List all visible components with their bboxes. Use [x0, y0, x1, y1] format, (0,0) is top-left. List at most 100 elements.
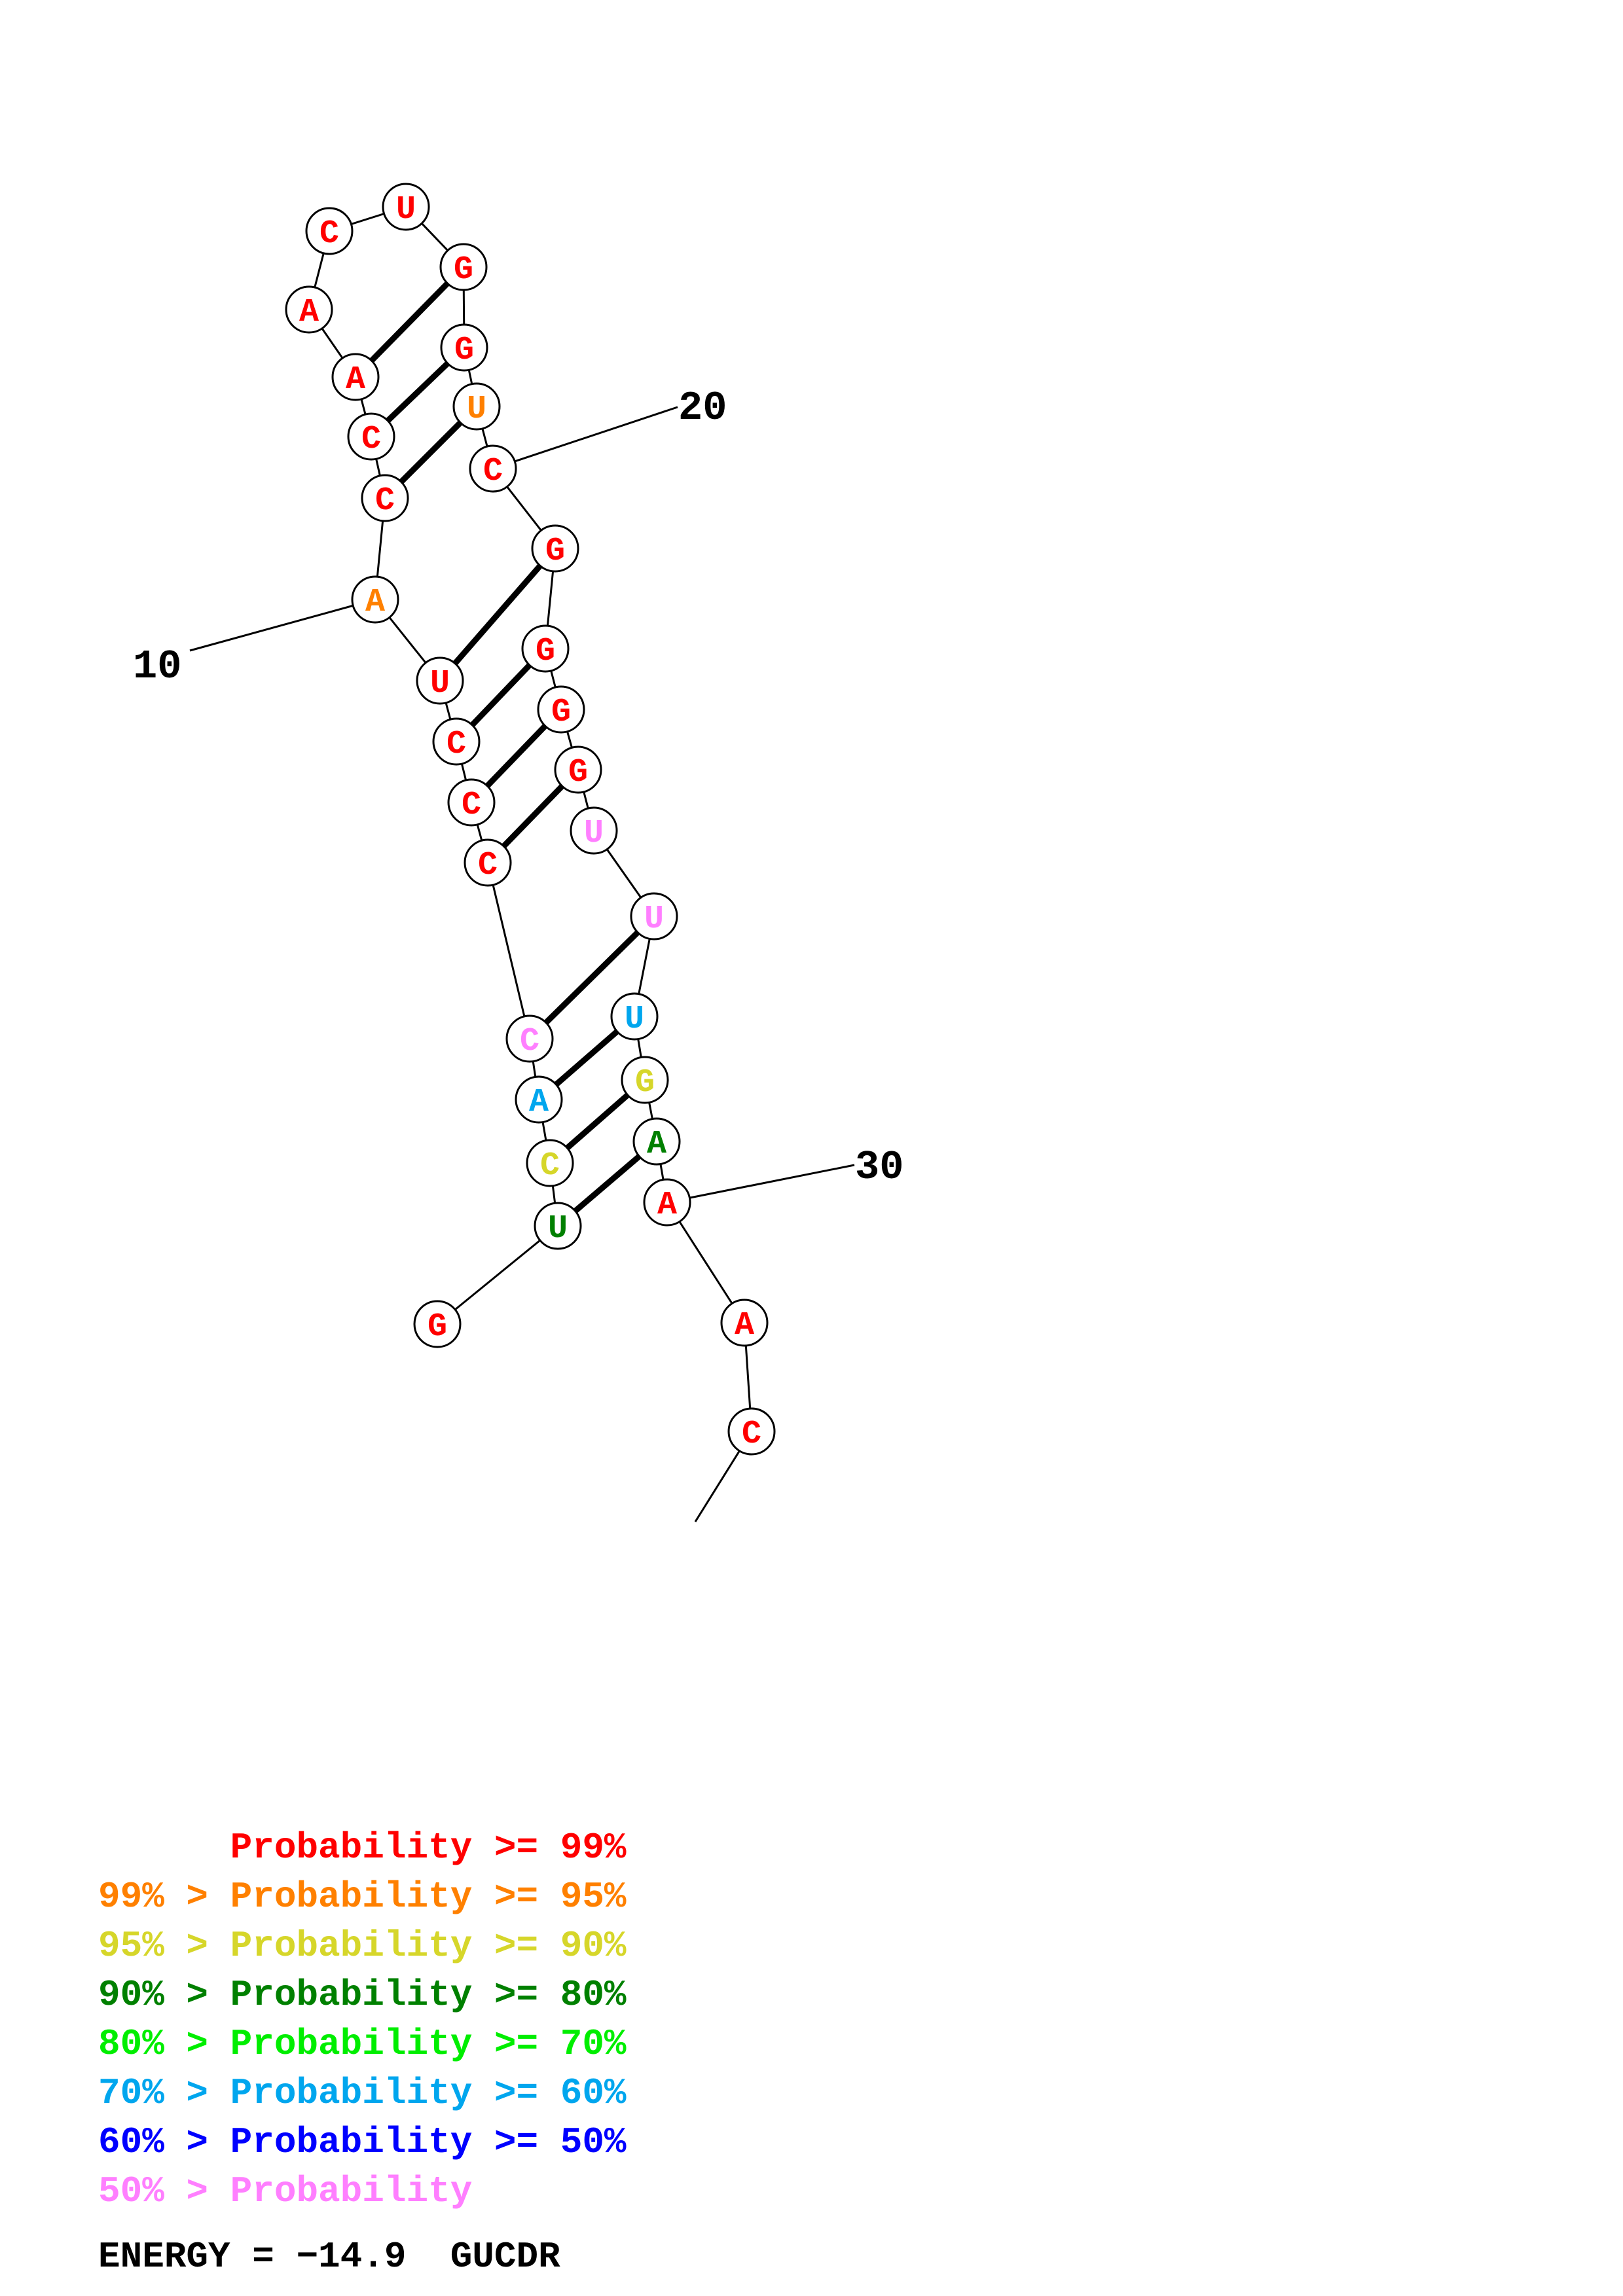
- nucleotide-circle: [464, 838, 512, 887]
- nucleotide-1: G: [413, 1300, 462, 1348]
- nucleotide-circle: [526, 1139, 574, 1187]
- position-tick-20: [492, 406, 678, 470]
- nucleotide-circle: [351, 575, 399, 624]
- nucleotide-letter: A: [299, 294, 319, 331]
- nucleotide-circle: [440, 323, 488, 372]
- nucleotide-letter: U: [396, 191, 416, 228]
- legend-entry-50-60: 60% > Probability >= 50%: [98, 2121, 627, 2163]
- nucleotide-15: C: [305, 207, 354, 255]
- nucleotide-circle: [452, 382, 501, 431]
- nucleotide-letter: U: [430, 665, 450, 702]
- nucleotide-letter: G: [454, 251, 473, 289]
- nucleotide-25: U: [570, 806, 618, 855]
- nucleotide-circle: [361, 474, 409, 522]
- nucleotide-circle: [331, 353, 380, 401]
- nucleotide-circle: [554, 745, 602, 794]
- nucleotide-20: C: [469, 444, 517, 493]
- nucleotide-letter: G: [551, 694, 571, 731]
- nucleotide-letter: G: [454, 332, 474, 369]
- nucleotide-circle: [521, 624, 570, 673]
- nucleotide-circle: [643, 1178, 691, 1227]
- nucleotide-7: C: [447, 778, 496, 827]
- legend-entry-lt50: 50% > Probability: [98, 2170, 473, 2212]
- nucleotide-21: G: [531, 524, 579, 573]
- nucleotide-circle: [537, 685, 585, 734]
- nucleotide-circle: [305, 207, 354, 255]
- nucleotide-4: A: [515, 1075, 563, 1124]
- nucleotide-13: A: [331, 353, 380, 401]
- nucleotide-circle: [416, 656, 464, 705]
- nucleotide-26: U: [630, 892, 678, 941]
- nucleotide-9: U: [416, 656, 464, 705]
- nucleotide-circle: [531, 524, 579, 573]
- position-tick-10: [189, 598, 376, 652]
- energy-value: ENERGY = −14.9 GUCDR: [98, 2236, 560, 2278]
- legend-entry-95-99: 99% > Probability >= 95%: [98, 1876, 627, 1918]
- nucleotide-8: C: [432, 717, 481, 766]
- nucleotide-circle: [621, 1056, 669, 1104]
- nucleotide-circle: [347, 412, 395, 461]
- nucleotide-16: U: [382, 183, 430, 231]
- nucleotide-24: G: [554, 745, 602, 794]
- nucleotide-letter: A: [346, 361, 365, 399]
- legend-entry-80-90: 90% > Probability >= 80%: [98, 1974, 627, 2016]
- nucleotide-letter: C: [447, 726, 466, 763]
- legend-entry-60-70: 70% > Probability >= 60%: [98, 2072, 627, 2114]
- nucleotide-letter: U: [625, 1001, 644, 1038]
- base-pair-bond: [437, 547, 558, 683]
- nucleotide-12: C: [347, 412, 395, 461]
- nucleotide-circle: [534, 1202, 582, 1250]
- nucleotide-circle: [439, 243, 488, 291]
- nucleotide-circle: [727, 1407, 776, 1456]
- nucleotide-29: A: [632, 1117, 681, 1166]
- nucleotide-letter: A: [647, 1126, 666, 1163]
- nucleotide-11: C: [361, 474, 409, 522]
- nucleotide-letter: G: [545, 533, 565, 570]
- base-pair-bond: [353, 264, 466, 380]
- base-pair-bond: [527, 914, 657, 1041]
- nucleotide-letter: C: [540, 1147, 560, 1185]
- backbone-segment: [437, 1225, 558, 1325]
- nucleotide-17: G: [439, 243, 488, 291]
- nucleotide-letter: U: [584, 815, 604, 852]
- nucleotide-letter: G: [635, 1064, 655, 1102]
- nucleotide-letter: C: [520, 1023, 539, 1060]
- nucleotide-circle: [610, 992, 659, 1041]
- nucleotide-28: G: [621, 1056, 669, 1104]
- legend-entry-70-80: 80% > Probability >= 70%: [98, 2023, 627, 2065]
- nucleotide-letter: C: [478, 847, 498, 884]
- nucleotide-letter: A: [735, 1307, 754, 1344]
- position-label-10: 10: [133, 643, 181, 690]
- nucleotide-letter: A: [657, 1187, 677, 1224]
- nucleotide-30: A: [643, 1178, 691, 1227]
- nucleotide-23: G: [537, 685, 585, 734]
- nucleotide-circle: [570, 806, 618, 855]
- position-labels: 10 20 30: [133, 385, 903, 1204]
- nucleotide-3: C: [526, 1139, 574, 1187]
- nucleotide-circle: [720, 1299, 769, 1347]
- nucleotide-circle: [515, 1075, 563, 1124]
- legend-entry-90-95: 95% > Probability >= 90%: [98, 1925, 627, 1967]
- nucleotide-14: A: [285, 285, 333, 334]
- nucleotide-circle: [630, 892, 678, 941]
- nucleotide-19: U: [452, 382, 501, 431]
- nucleotide-letter: C: [742, 1416, 761, 1453]
- nucleotide-31: A: [720, 1299, 769, 1347]
- nucleotide-27: U: [610, 992, 659, 1041]
- nucleotide-2: U: [534, 1202, 582, 1250]
- nucleotide-32: C: [727, 1407, 776, 1456]
- base-pair-bonds: [353, 264, 659, 1229]
- nucleotide-letter: C: [483, 453, 503, 490]
- nucleotide-circle: [413, 1300, 462, 1348]
- nucleotide-letter: C: [462, 787, 481, 824]
- nucleotide-letter: G: [428, 1308, 447, 1346]
- nucleotide-letter: C: [319, 215, 339, 253]
- position-tick-30: [666, 1164, 855, 1204]
- backbone-segment: [486, 862, 531, 1039]
- nucleotide-letter: A: [365, 584, 385, 621]
- nucleotide-5: C: [505, 1014, 554, 1063]
- legend-entry-ge99: Probability >= 99%: [98, 1827, 627, 1869]
- nucleotide-circle: [632, 1117, 681, 1166]
- nucleotide-letter: C: [375, 482, 395, 520]
